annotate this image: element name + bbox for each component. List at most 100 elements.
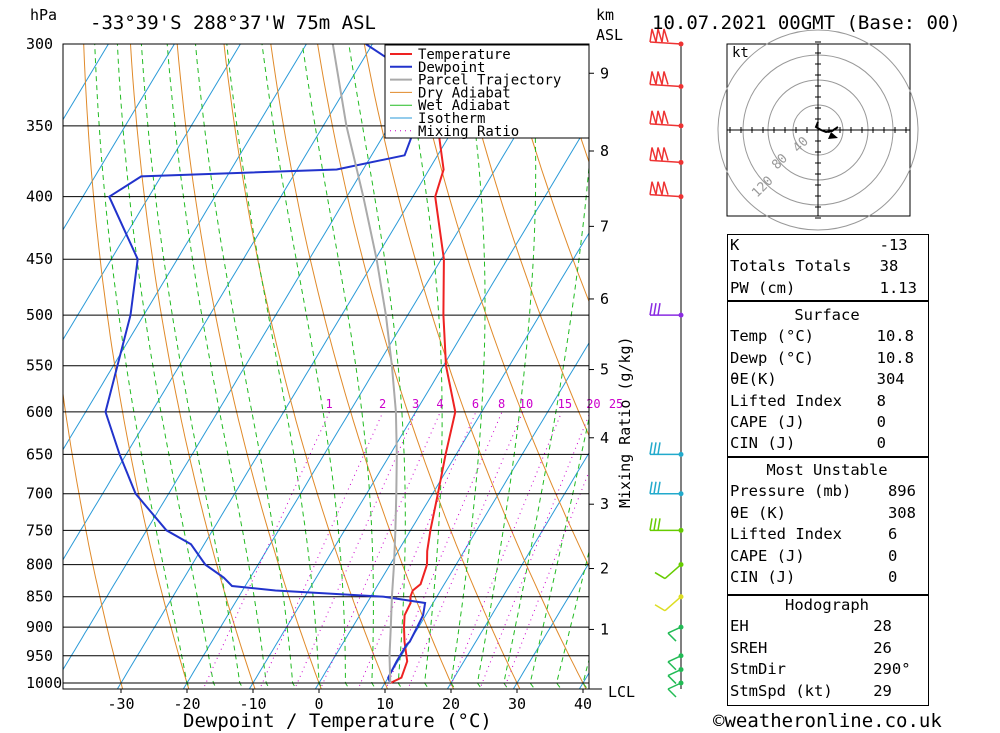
- wind-barb: [667, 626, 682, 642]
- wet-adiabat-line: [261, 44, 350, 689]
- pressure-tick-label: 350: [26, 117, 53, 135]
- isotherm-line: [182, 44, 571, 689]
- mixing-ratio-line: [448, 411, 563, 689]
- tt-value: 38: [879, 257, 899, 276]
- isotherm-line: [63, 44, 373, 561]
- mixing-ratio-label: 15: [558, 397, 572, 411]
- surface-title: Surface: [794, 306, 860, 324]
- isotherm-line: [63, 44, 439, 671]
- dry-adiabat-line: [176, 44, 322, 689]
- pressure-tick-label: 700: [26, 485, 53, 503]
- pressure-tick-label: 300: [26, 35, 53, 53]
- surface-temp-value: 10.8: [876, 327, 914, 346]
- isotherm-line: [63, 44, 109, 121]
- km-tick-label: 5: [600, 361, 609, 379]
- legend-item-label: Dewpoint: [418, 60, 485, 76]
- indices-hodograph: Hodograph EH 28 SREH 26 StmDir 290° StmSpd …: [727, 595, 927, 702]
- x-tick-label: -10: [239, 695, 266, 713]
- wet-adiabat-line: [226, 44, 324, 689]
- pressure-tick-label: 1000: [26, 674, 62, 692]
- mu-cin-value: 0: [887, 568, 898, 587]
- wind-barb: [649, 181, 682, 198]
- dry-adiabat-line: [83, 44, 190, 689]
- pressure-tick-label: 450: [26, 250, 53, 268]
- asl-label: ASL: [596, 26, 623, 44]
- surface-dewp-label: Dewp (°C): [730, 348, 814, 367]
- mixing-ratio-label: 8: [498, 397, 505, 411]
- pw-value: 1.13: [879, 278, 917, 297]
- x-tick-label: 0: [314, 695, 323, 713]
- pressure-tick-label: 600: [26, 403, 53, 421]
- mixing-ratio-label: 10: [519, 397, 533, 411]
- mu-pressure-value: 896: [887, 482, 916, 501]
- pressure-tick-label: 950: [26, 647, 53, 665]
- indices-surface: Surface Temp (°C) 10.8 Dewp (°C) 10.8 θE(K…: [727, 305, 927, 455]
- plot-frame: [62, 43, 590, 690]
- tt-label: Totals Totals: [730, 257, 852, 276]
- legend-item-label: Wet Adiabat: [418, 98, 511, 114]
- mixing-ratio-label: 20: [586, 397, 600, 411]
- wet-adiabat-line: [94, 44, 191, 689]
- wet-adiabat-line: [529, 416, 589, 689]
- stmdir-value: 290°: [873, 660, 911, 679]
- wind-barb: [667, 655, 682, 671]
- pressure-tick-label: 850: [26, 588, 53, 606]
- surface-theta-value: 304: [876, 370, 905, 389]
- surface-li-value: 8: [876, 391, 886, 410]
- pressure-tick-label: 550: [26, 357, 53, 375]
- wet-adiabat-line: [476, 44, 537, 689]
- km-tick-label: 3: [600, 495, 609, 513]
- pressure-tick-label: 650: [26, 445, 53, 463]
- wind-barb: [654, 596, 682, 612]
- mixing-ratio-axis-label: Mixing Ratio (g/kg): [616, 336, 634, 508]
- mu-cin-label: CIN (J): [730, 568, 796, 587]
- mixing-ratio-label: 1: [326, 397, 333, 411]
- index-box-basic: [727, 234, 929, 302]
- index-box-hodograph: [727, 594, 929, 706]
- x-tick-label: 30: [508, 695, 526, 713]
- pressure-tick-label: 400: [26, 188, 53, 206]
- isotherm-line: [512, 562, 589, 689]
- pw-label: PW (cm): [730, 278, 796, 297]
- x-tick-label: 10: [376, 695, 394, 713]
- isotherm-line: [116, 44, 505, 689]
- mixing-ratio-line: [357, 411, 477, 689]
- stmdir-label: StmDir: [730, 660, 786, 679]
- surface-cape-label: CAPE (J): [730, 413, 805, 432]
- isotherm-line: [63, 44, 241, 341]
- isotherm-line: [63, 44, 307, 451]
- credit-link[interactable]: ©weatheronline.co.uk: [713, 710, 942, 732]
- wind-barb: [654, 564, 682, 580]
- indices-basic: K -13 Totals Totals 38 PW (cm) 1.13: [727, 235, 927, 299]
- mixing-ratio-label: 6: [472, 397, 479, 411]
- parcel-trajectory-line: [331, 44, 398, 684]
- wind-barb: [667, 668, 682, 685]
- wind-barb: [649, 518, 681, 532]
- dry-adiabat-line: [223, 44, 389, 689]
- km-label: km: [596, 6, 614, 24]
- wind-barb: [649, 481, 681, 495]
- sreh-value: 26: [873, 638, 892, 657]
- stmspd-label: StmSpd (kt): [730, 681, 833, 700]
- wet-adiabat-line: [348, 44, 406, 689]
- wet-adiabat-line: [140, 44, 244, 689]
- indices-most-unstable: Most Unstable Pressure (mb) 896 θE (K) 308…: [727, 460, 927, 588]
- dry-adiabat-line: [954, 7, 1000, 709]
- km-tick-label: 9: [600, 64, 609, 82]
- dry-adiabat-line: [317, 44, 521, 689]
- mu-title: Most Unstable: [766, 461, 888, 479]
- dry-adiabat-line: [363, 44, 587, 689]
- wind-barb: [649, 71, 682, 88]
- isotherm-line: [248, 121, 589, 689]
- mixing-ratio-line: [479, 413, 589, 689]
- wet-adiabat-line: [503, 161, 589, 689]
- mu-pressure-label: Pressure (mb): [730, 482, 852, 501]
- wind-barb: [649, 147, 682, 164]
- hpa-label: hPa: [30, 6, 57, 24]
- km-tick-label: 7: [600, 217, 609, 235]
- mixing-ratio-line: [259, 411, 384, 689]
- wind-barb: [649, 442, 681, 456]
- legend-item-label: Parcel Trajectory: [418, 73, 561, 89]
